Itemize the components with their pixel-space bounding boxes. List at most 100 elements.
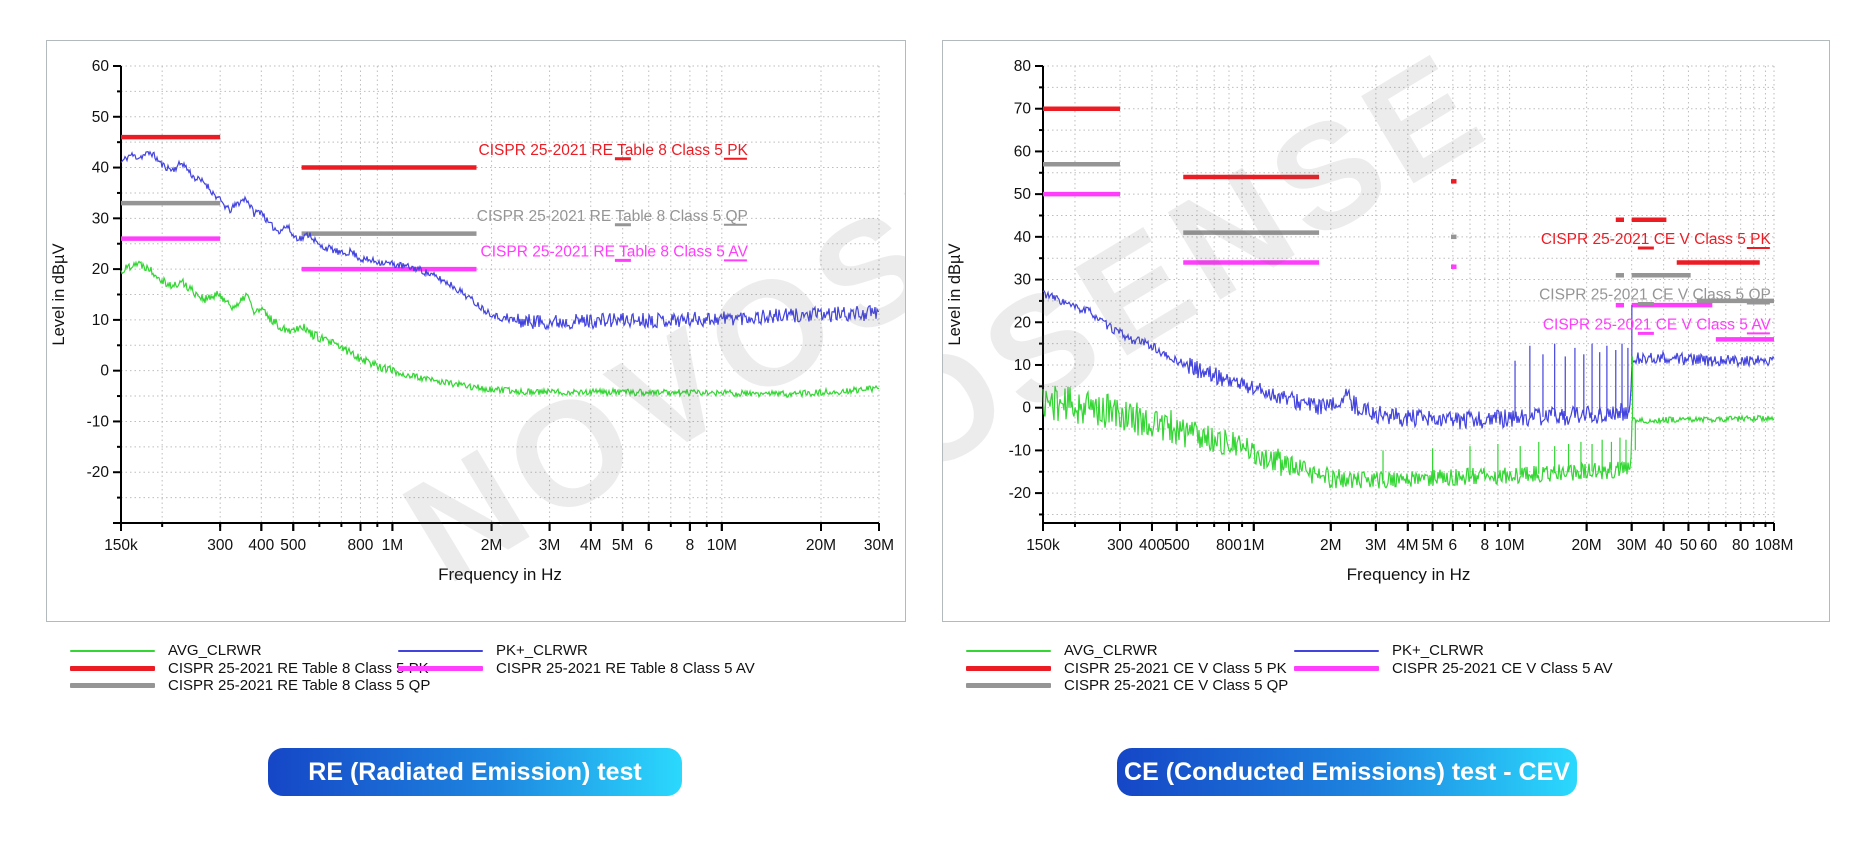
ce-chart: 80 70 60 50 40 30 20 10 0 -10 -20 Level in dBµV 150k… xyxy=(946,58,1794,584)
limit-label-red: CISPR 25-2021 CE V Class 5 PK xyxy=(1541,231,1772,248)
x-tick-label: 20M xyxy=(1572,537,1602,554)
x-tick-label: 800 xyxy=(348,537,374,554)
y-tick-label: 0 xyxy=(1022,400,1031,417)
x-tick-label: 150k xyxy=(1026,537,1060,554)
x-tick-label: 3M xyxy=(539,537,561,554)
legend-item: AVG_CLRWR xyxy=(70,642,398,660)
legend-item: CISPR 25-2021 CE V Class 5 QP xyxy=(966,677,1294,695)
y-tick-label: 10 xyxy=(92,312,110,329)
re-legend: AVG_CLRWR CISPR 25-2021 RE Table 8 Class … xyxy=(70,642,755,695)
re-chart: 60 50 40 30 20 10 0 -10 -20 Level in dBµV 150k 300 4… xyxy=(50,58,894,584)
x-tick-label: 1M xyxy=(1243,537,1265,554)
x-tick-label: 10M xyxy=(1495,537,1525,554)
y-tick-label: -20 xyxy=(1009,485,1032,502)
legend-marker-red xyxy=(70,665,155,671)
limit-label-red: CISPR 25-2021 RE Table 8 Class 5 PK xyxy=(479,142,749,159)
legend-label: AVG_CLRWR xyxy=(1064,642,1158,660)
limit-label-gray: CISPR 25-2021 CE V Class 5 QP xyxy=(1539,287,1771,304)
x-tick-label: 40 xyxy=(1655,537,1673,554)
x-tick-label: 10M xyxy=(707,537,737,554)
y-tick-label: 20 xyxy=(1014,314,1032,331)
x-tick-label: 2M xyxy=(481,537,503,554)
x-tick-label: 30M xyxy=(864,537,894,554)
legend-label: PK+_CLRWR xyxy=(1392,642,1484,660)
legend-marker-blue xyxy=(1294,649,1379,652)
re-chart-panel: 60 50 40 30 20 10 0 -10 -20 Level in dBµV 150k 300 4… xyxy=(46,40,906,622)
legend-marker-green xyxy=(966,649,1051,652)
legend-marker-red xyxy=(966,665,1051,671)
trace-avg_clrwr xyxy=(120,260,880,399)
legend-item: CISPR 25-2021 RE Table 8 Class 5 PK xyxy=(70,660,429,678)
legend-marker-gray xyxy=(70,683,155,689)
legend-marker-blue xyxy=(398,649,483,652)
x-tick-label: 300 xyxy=(207,537,233,554)
x-tick-label: 3M xyxy=(1365,537,1387,554)
ce-chart-panel: 80 70 60 50 40 30 20 10 0 -10 -20 Level in dBµV 150k… xyxy=(942,40,1830,622)
trace-avg_clrwr xyxy=(1042,385,1775,489)
legend-marker-green xyxy=(70,649,155,652)
legend-column: AVG_CLRWR CISPR 25-2021 CE V Class 5 PK CI… xyxy=(966,642,1294,695)
y-axis-title: Level in dBµV xyxy=(50,243,68,345)
x-tick-label: 5M xyxy=(1422,537,1444,554)
legend-item: CISPR 25-2021 RE Table 8 Class 5 QP xyxy=(70,677,430,695)
x-tick-label: 400 xyxy=(1139,537,1165,554)
y-tick-label: 30 xyxy=(1014,272,1032,289)
x-tick-label: 108M xyxy=(1755,537,1794,554)
x-axis-title: Frequency in Hz xyxy=(438,565,562,584)
legend-label: CISPR 25-2021 CE V Class 5 PK xyxy=(1064,659,1287,677)
x-tick-label: 5M xyxy=(612,537,634,554)
legend-item: AVG_CLRWR xyxy=(966,642,1294,660)
y-tick-label: -10 xyxy=(87,413,110,430)
legend-column: AVG_CLRWR CISPR 25-2021 RE Table 8 Class … xyxy=(70,642,430,695)
legend-label: CISPR 25-2021 CE V Class 5 QP xyxy=(1064,677,1289,695)
y-tick-label: 60 xyxy=(92,58,110,75)
x-tick-label: 4M xyxy=(1397,537,1419,554)
y-tick-label: 10 xyxy=(1014,357,1032,374)
x-tick-label: 30M xyxy=(1617,537,1647,554)
x-axis-title: Frequency in Hz xyxy=(1347,565,1471,584)
y-tick-label: 70 xyxy=(1014,101,1032,118)
y-tick-label: -10 xyxy=(1009,442,1032,459)
re-test-button[interactable]: RE (Radiated Emission) test xyxy=(268,748,682,796)
x-tick-label: 20M xyxy=(806,537,836,554)
trace-pk+_clrwr xyxy=(1042,289,1775,430)
x-tick-label: 8 xyxy=(1481,537,1490,554)
legend-item: PK+_CLRWR xyxy=(398,642,755,660)
y-tick-label: 80 xyxy=(1014,58,1032,75)
y-tick-label: 30 xyxy=(92,210,110,227)
x-tick-label: 6 xyxy=(1449,537,1458,554)
y-tick-label: 60 xyxy=(1014,143,1032,160)
x-tick-label: 8 xyxy=(686,537,695,554)
x-tick-label: 1M xyxy=(382,537,404,554)
x-tick-label: 80 xyxy=(1732,537,1750,554)
y-tick-label: 50 xyxy=(1014,186,1032,203)
legend-column: PK+_CLRWR CISPR 25-2021 CE V Class 5 AV xyxy=(1294,642,1613,695)
y-tick-label: 40 xyxy=(1014,229,1032,246)
legend-item: CISPR 25-2021 CE V Class 5 AV xyxy=(1294,660,1613,678)
legend-item: PK+_CLRWR xyxy=(1294,642,1613,660)
legend-marker-gray xyxy=(966,683,1051,689)
legend-item: CISPR 25-2021 RE Table 8 Class 5 AV xyxy=(398,660,755,678)
x-tick-label: 6 xyxy=(644,537,653,554)
x-tick-label: 800 xyxy=(1216,537,1242,554)
ce-legend: AVG_CLRWR CISPR 25-2021 CE V Class 5 PK CI… xyxy=(966,642,1613,695)
x-tick-label: 150k xyxy=(104,537,138,554)
limit-label-gray: CISPR 25-2021 RE Table 8 Class 5 QP xyxy=(477,208,748,225)
legend-label: CISPR 25-2021 CE V Class 5 AV xyxy=(1392,659,1613,677)
legend-label: PK+_CLRWR xyxy=(496,642,588,660)
limit-label-magenta: CISPR 25-2021 CE V Class 5 AV xyxy=(1543,316,1772,333)
limit-label-magenta: CISPR 25-2021 RE Table 8 Class 5 AV xyxy=(481,243,749,260)
x-tick-label: 2M xyxy=(1320,537,1342,554)
y-tick-label: -20 xyxy=(87,464,110,481)
x-tick-label: 500 xyxy=(280,537,306,554)
ce-test-button[interactable]: CE (Conducted Emissions) test - CEV xyxy=(1117,748,1577,796)
legend-marker-magenta xyxy=(398,665,483,671)
trace-pk+_clrwr xyxy=(120,150,880,331)
legend-label: CISPR 25-2021 RE Table 8 Class 5 AV xyxy=(496,659,755,677)
y-tick-label: 0 xyxy=(100,363,109,380)
y-axis-title: Level in dBµV xyxy=(946,243,964,345)
x-tick-label: 400 xyxy=(248,537,274,554)
legend-column: PK+_CLRWR CISPR 25-2021 RE Table 8 Class … xyxy=(398,642,755,695)
x-tick-label: 4M xyxy=(580,537,602,554)
x-tick-label: 500 xyxy=(1164,537,1190,554)
